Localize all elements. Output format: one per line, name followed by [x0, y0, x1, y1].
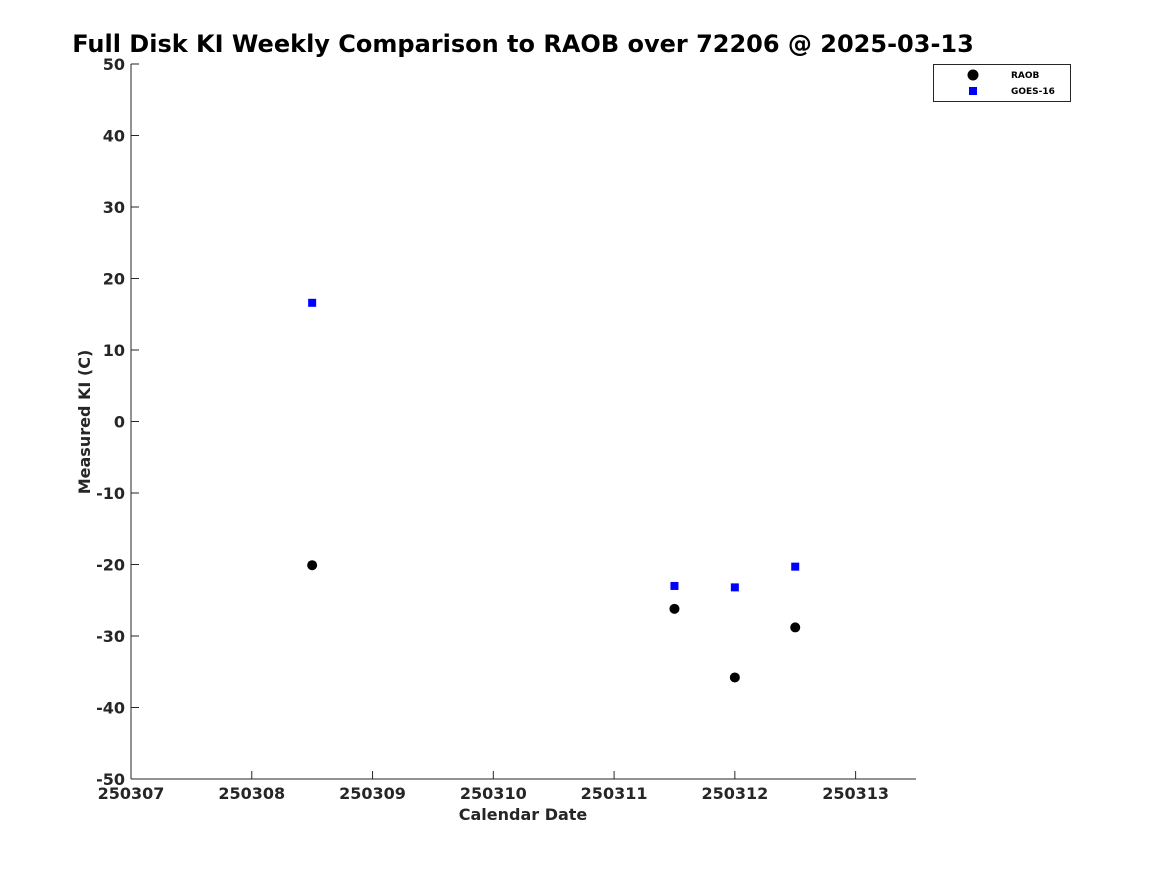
y-tick-label: 50 — [103, 55, 125, 74]
data-points — [307, 298, 801, 683]
legend-box — [933, 64, 1071, 102]
y-tick-label: 20 — [103, 270, 125, 289]
data-point-goes-16 — [670, 581, 679, 590]
data-point-goes-16 — [308, 298, 317, 307]
y-tick-label: -50 — [96, 770, 125, 789]
chart-title: Full Disk KI Weekly Comparison to RAOB o… — [72, 30, 974, 58]
axes — [130, 64, 916, 780]
legend: RAOB GOES-16 — [933, 64, 1071, 102]
legend-label-raob: RAOB — [1011, 71, 1040, 81]
y-tick-label: 40 — [103, 127, 125, 146]
x-ticks: 250307 250308 250309 250310 250311 250312 2503… — [98, 771, 889, 803]
legend-marker-raob — [967, 69, 979, 81]
y-tick-label: -20 — [96, 556, 125, 575]
y-tick-label: -30 — [96, 627, 125, 646]
x-tick-label: 250308 — [218, 784, 285, 803]
x-tick-label: 250313 — [822, 784, 889, 803]
x-tick-label: 250309 — [339, 784, 406, 803]
legend-marker-goes16 — [969, 87, 977, 95]
y-axis-label: Measured KI (C) — [75, 350, 94, 495]
data-point-goes-16 — [791, 562, 800, 571]
x-tick-label: 250310 — [460, 784, 527, 803]
legend-label-goes16: GOES-16 — [1011, 87, 1055, 97]
data-point-raob — [790, 622, 801, 633]
y-tick-label: 0 — [114, 413, 125, 432]
y-ticks: -50 -40 -30 -20 -10 0 10 20 30 40 50 — [96, 55, 139, 789]
y-tick-label: -10 — [96, 484, 125, 503]
y-tick-label: -40 — [96, 699, 125, 718]
data-point-raob — [307, 560, 318, 571]
y-tick-label: 10 — [103, 341, 125, 360]
data-point-raob — [729, 672, 740, 683]
x-tick-label: 250307 — [98, 784, 165, 803]
data-point-raob — [669, 603, 680, 614]
data-point-goes-16 — [730, 583, 739, 592]
x-tick-label: 250312 — [701, 784, 768, 803]
y-tick-label: 30 — [103, 198, 125, 217]
x-tick-label: 250311 — [581, 784, 648, 803]
x-axis-label: Calendar Date — [459, 805, 588, 824]
